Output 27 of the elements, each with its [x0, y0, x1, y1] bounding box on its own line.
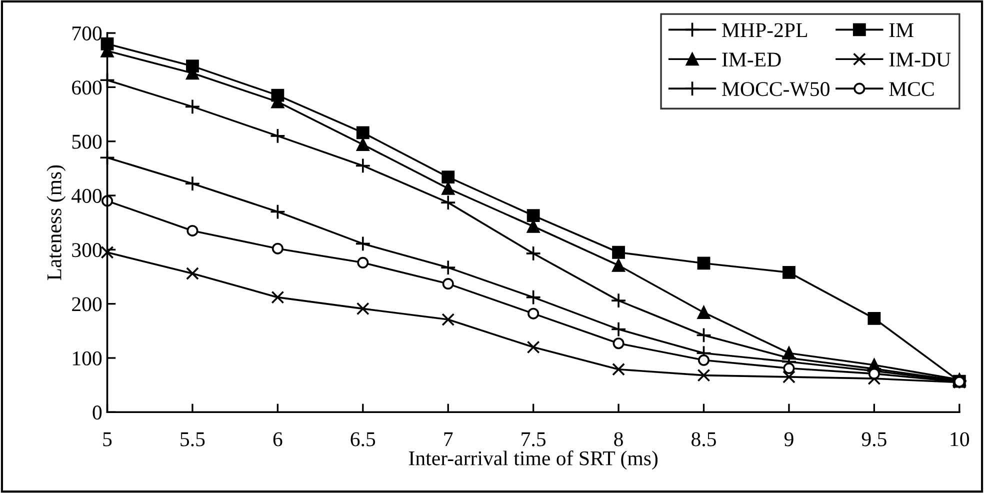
- legend-label: MOCC-W50: [722, 82, 830, 96]
- y-tick-label: 0: [92, 406, 102, 420]
- legend-label: IM-ED: [722, 52, 781, 66]
- legend-label: IM-DU: [889, 52, 951, 67]
- x-tick-label: 6.5: [350, 432, 376, 446]
- x-tick-label: 7: [444, 432, 453, 446]
- legend-label: MCC: [889, 82, 934, 96]
- x-axis-title: Inter-arrival time of SRT (ms): [408, 450, 658, 470]
- y-tick-label: 700: [72, 26, 102, 40]
- x-tick-label: 8: [614, 432, 623, 446]
- x-tick-label: 10: [950, 432, 970, 446]
- x-tick-label: 6: [273, 432, 282, 446]
- y-tick-label: 400: [72, 188, 102, 203]
- y-tick-label: 100: [72, 351, 102, 366]
- y-tick-label: 600: [72, 80, 102, 95]
- y-axis-title: Lateness (ms): [46, 165, 66, 280]
- y-tick-label: 200: [72, 297, 102, 312]
- legend-label: MHP-2PL: [722, 23, 808, 37]
- legend-label: IM: [889, 23, 914, 37]
- x-tick-label: 7.5: [522, 432, 546, 446]
- x-tick-label: 9: [784, 432, 794, 446]
- x-tick-label: 9.5: [862, 432, 886, 446]
- y-tick-label: 500: [72, 134, 102, 149]
- y-tick-label: 300: [72, 243, 102, 258]
- x-tick-label: 5: [103, 432, 112, 446]
- x-tick-label: 8.5: [692, 432, 716, 446]
- x-tick-label: 5.5: [180, 432, 205, 446]
